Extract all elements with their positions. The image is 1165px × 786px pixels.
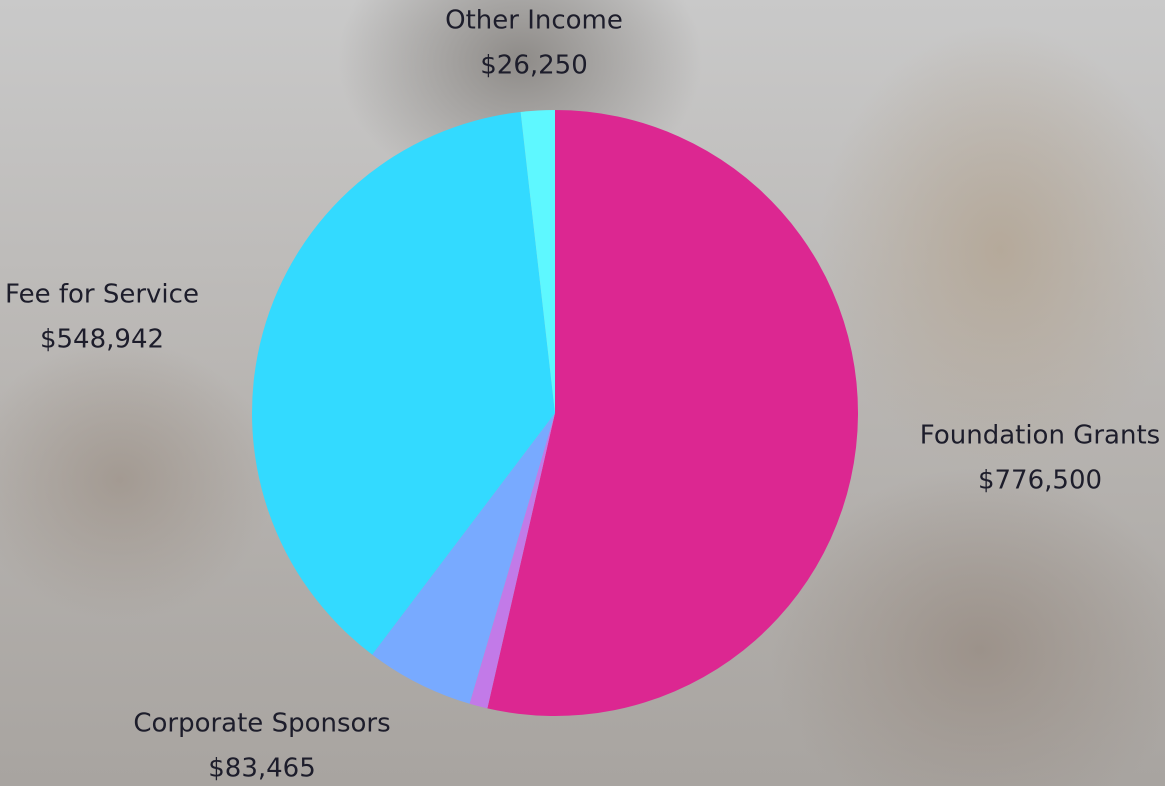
slice-value-label: $26,250 bbox=[480, 51, 588, 81]
pie-slice bbox=[520, 110, 555, 413]
pie-slice bbox=[252, 111, 556, 655]
pie-slice bbox=[469, 413, 555, 709]
slice-label: Foundation Grants bbox=[920, 421, 1160, 451]
slice-value-label: $548,942 bbox=[40, 325, 164, 355]
slice-value-label: $776,500 bbox=[978, 466, 1102, 496]
pie-slice bbox=[487, 110, 858, 716]
slice-value-label: $83,465 bbox=[208, 754, 316, 784]
slice-label: Fee for Service bbox=[5, 280, 199, 310]
slice-label: Corporate Sponsors bbox=[133, 709, 390, 739]
pie-slice bbox=[372, 413, 555, 704]
slice-label: Other Income bbox=[445, 6, 623, 36]
